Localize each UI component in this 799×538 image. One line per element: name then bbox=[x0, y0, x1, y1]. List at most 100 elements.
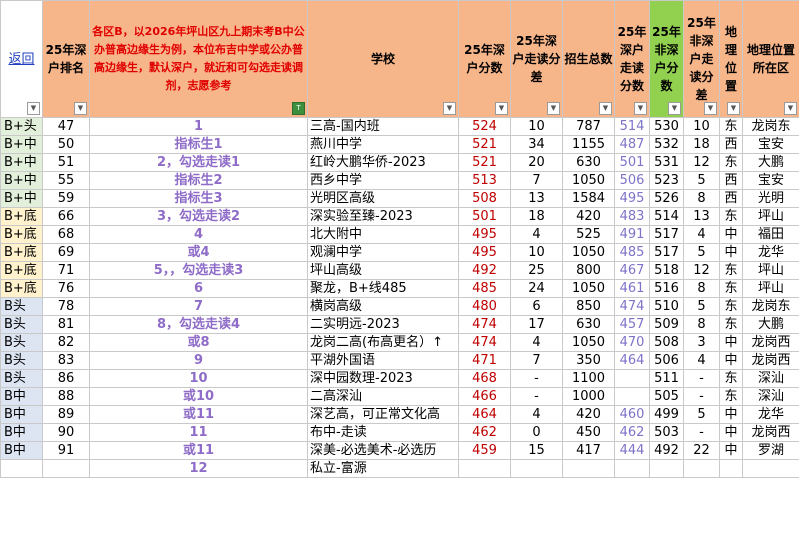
tier-cell[interactable]: B+底 bbox=[0, 207, 43, 226]
nonsz-score-cell[interactable]: 532 bbox=[649, 135, 684, 154]
sz-diff-cell[interactable]: 6 bbox=[510, 297, 563, 316]
location-cell[interactable]: 中 bbox=[719, 225, 743, 244]
tier-cell[interactable]: B头 bbox=[0, 297, 43, 316]
path-cell[interactable]: 10 bbox=[89, 369, 308, 388]
district-cell[interactable]: 龙岗西 bbox=[742, 423, 799, 442]
district-cell[interactable]: 罗湖 bbox=[742, 441, 799, 460]
nonsz-diff-cell[interactable]: 12 bbox=[683, 153, 720, 172]
enroll-cell[interactable]: 630 bbox=[562, 153, 615, 172]
filter-dropdown-icon[interactable]: ▼ bbox=[443, 102, 456, 115]
sz-diff-cell[interactable] bbox=[510, 459, 563, 478]
district-cell[interactable]: 宝安 bbox=[742, 171, 799, 190]
sz-score-cell[interactable]: 474 bbox=[458, 333, 511, 352]
tier-cell[interactable]: B+底 bbox=[0, 225, 43, 244]
sz-score-cell[interactable]: 480 bbox=[458, 297, 511, 316]
sz-diff-cell[interactable]: - bbox=[510, 387, 563, 406]
sz-diff-cell[interactable]: 7 bbox=[510, 171, 563, 190]
nonsz-diff-cell[interactable] bbox=[683, 459, 720, 478]
sz-score-cell[interactable]: 468 bbox=[458, 369, 511, 388]
filter-dropdown-icon[interactable]: ▼ bbox=[495, 102, 508, 115]
district-cell[interactable]: 大鹏 bbox=[742, 153, 799, 172]
enroll-cell[interactable]: 417 bbox=[562, 441, 615, 460]
nonsz-diff-cell[interactable]: - bbox=[683, 423, 720, 442]
nonsz-score-cell[interactable]: 505 bbox=[649, 387, 684, 406]
sz-diff-cell[interactable]: 4 bbox=[510, 333, 563, 352]
district-cell[interactable]: 福田 bbox=[742, 225, 799, 244]
nonsz-diff-cell[interactable]: 5 bbox=[683, 297, 720, 316]
location-cell[interactable]: 西 bbox=[719, 189, 743, 208]
sz-commute-cell[interactable]: 483 bbox=[614, 207, 650, 226]
rank-cell[interactable]: 76 bbox=[42, 279, 90, 298]
path-cell[interactable]: 8，勾选走读4 bbox=[89, 315, 308, 334]
enroll-cell[interactable]: 420 bbox=[562, 207, 615, 226]
sz-commute-cell[interactable]: 467 bbox=[614, 261, 650, 280]
sz-commute-cell[interactable]: 491 bbox=[614, 225, 650, 244]
rank-cell[interactable]: 68 bbox=[42, 225, 90, 244]
tier-cell[interactable]: B中 bbox=[0, 441, 43, 460]
school-cell[interactable]: 燕川中学 bbox=[307, 135, 459, 154]
sz-commute-cell[interactable] bbox=[614, 459, 650, 478]
school-cell[interactable]: 北大附中 bbox=[307, 225, 459, 244]
enroll-cell[interactable]: 1050 bbox=[562, 279, 615, 298]
tier-cell[interactable] bbox=[0, 459, 43, 478]
district-cell[interactable]: 宝安 bbox=[742, 135, 799, 154]
nonsz-diff-cell[interactable]: 13 bbox=[683, 207, 720, 226]
nonsz-diff-cell[interactable]: 5 bbox=[683, 405, 720, 424]
enroll-cell[interactable] bbox=[562, 459, 615, 478]
sz-score-cell[interactable]: 471 bbox=[458, 351, 511, 370]
school-cell[interactable]: 红岭大鹏华侨-2023 bbox=[307, 153, 459, 172]
tier-cell[interactable]: B+底 bbox=[0, 243, 43, 262]
district-cell[interactable]: 深汕 bbox=[742, 369, 799, 388]
district-cell[interactable]: 龙岗东 bbox=[742, 117, 799, 136]
district-cell[interactable]: 龙华 bbox=[742, 405, 799, 424]
sz-diff-cell[interactable]: 10 bbox=[510, 117, 563, 136]
rank-cell[interactable]: 83 bbox=[42, 351, 90, 370]
nonsz-score-cell[interactable]: 523 bbox=[649, 171, 684, 190]
path-cell[interactable]: 指标生3 bbox=[89, 189, 308, 208]
rank-cell[interactable]: 51 bbox=[42, 153, 90, 172]
location-cell[interactable]: 西 bbox=[719, 171, 743, 190]
sz-score-cell[interactable]: 492 bbox=[458, 261, 511, 280]
nonsz-score-cell[interactable]: 517 bbox=[649, 225, 684, 244]
school-cell[interactable]: 龙岗二高(布高更名）↑ bbox=[307, 333, 459, 352]
sz-commute-cell[interactable] bbox=[614, 369, 650, 388]
rank-cell[interactable]: 55 bbox=[42, 171, 90, 190]
school-cell[interactable]: 平湖外国语 bbox=[307, 351, 459, 370]
nonsz-diff-cell[interactable]: 22 bbox=[683, 441, 720, 460]
location-cell[interactable]: 东 bbox=[719, 207, 743, 226]
path-cell[interactable]: 6 bbox=[89, 279, 308, 298]
enroll-cell[interactable]: 630 bbox=[562, 315, 615, 334]
sz-diff-cell[interactable]: 10 bbox=[510, 243, 563, 262]
path-cell[interactable]: 2，勾选走读1 bbox=[89, 153, 308, 172]
tier-cell[interactable]: B+头 bbox=[0, 117, 43, 136]
school-cell[interactable]: 私立-富源 bbox=[307, 459, 459, 478]
sz-diff-cell[interactable]: 20 bbox=[510, 153, 563, 172]
school-cell[interactable]: 深美-必选美术-必选历 bbox=[307, 441, 459, 460]
tier-cell[interactable]: B头 bbox=[0, 333, 43, 352]
sz-score-cell[interactable]: 464 bbox=[458, 405, 511, 424]
nonsz-score-cell[interactable]: 492 bbox=[649, 441, 684, 460]
sz-score-cell[interactable]: 485 bbox=[458, 279, 511, 298]
sz-score-cell[interactable]: 462 bbox=[458, 423, 511, 442]
location-cell[interactable]: 东 bbox=[719, 297, 743, 316]
sz-score-cell[interactable]: 524 bbox=[458, 117, 511, 136]
school-cell[interactable]: 观澜中学 bbox=[307, 243, 459, 262]
nonsz-diff-cell[interactable]: - bbox=[683, 387, 720, 406]
nonsz-diff-cell[interactable]: 5 bbox=[683, 171, 720, 190]
rank-cell[interactable]: 89 bbox=[42, 405, 90, 424]
location-cell[interactable]: 西 bbox=[719, 135, 743, 154]
nonsz-diff-cell[interactable]: 3 bbox=[683, 333, 720, 352]
sz-diff-cell[interactable]: 34 bbox=[510, 135, 563, 154]
filter-dropdown-icon[interactable]: ▼ bbox=[599, 102, 612, 115]
path-cell[interactable]: 指标生1 bbox=[89, 135, 308, 154]
school-cell[interactable]: 深实验至臻-2023 bbox=[307, 207, 459, 226]
school-cell[interactable]: 聚龙，B+线485 bbox=[307, 279, 459, 298]
enroll-cell[interactable]: 525 bbox=[562, 225, 615, 244]
location-cell[interactable]: 中 bbox=[719, 333, 743, 352]
enroll-cell[interactable]: 450 bbox=[562, 423, 615, 442]
sz-commute-cell[interactable]: 462 bbox=[614, 423, 650, 442]
nonsz-diff-cell[interactable]: 8 bbox=[683, 189, 720, 208]
enroll-cell[interactable]: 1000 bbox=[562, 387, 615, 406]
location-cell[interactable]: 中 bbox=[719, 441, 743, 460]
district-cell[interactable] bbox=[742, 459, 799, 478]
